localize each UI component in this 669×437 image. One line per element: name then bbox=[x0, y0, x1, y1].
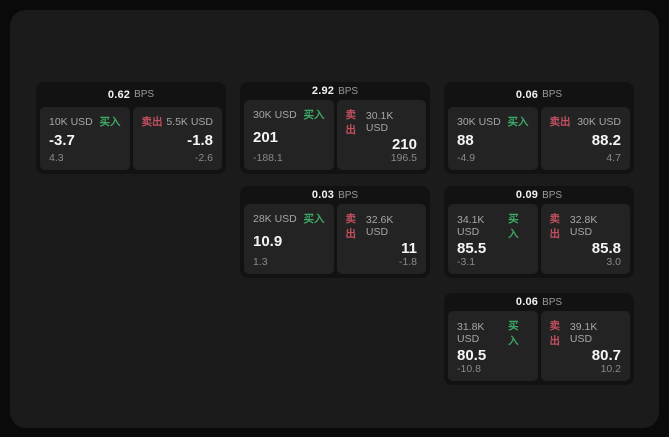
buy-delta: -3.1 bbox=[457, 256, 476, 268]
buy-amount: 30K USD bbox=[457, 115, 501, 128]
sell-amount: 32.8K USD bbox=[569, 214, 598, 238]
quotes-panel: 0.62 BPS 10K USD 买入 -3.7 4.3 卖出 5.5K USD… bbox=[10, 10, 659, 428]
sell-delta: 10.2 bbox=[600, 363, 621, 375]
buy-tag: 买入 bbox=[303, 109, 325, 121]
buy-price: 80.5 bbox=[457, 347, 487, 364]
spread-header: 2.92 BPS bbox=[244, 82, 426, 100]
buy-amount: 28K USD bbox=[253, 212, 297, 225]
sell-pane[interactable]: 卖出 5.5K USD -1.8 -2.6 bbox=[132, 107, 222, 170]
sell-price: 85.8 bbox=[591, 240, 621, 257]
sell-delta: 4.7 bbox=[606, 152, 621, 164]
spread-unit-label: BPS bbox=[542, 296, 563, 308]
spread-value: 0.06 bbox=[515, 296, 539, 308]
buy-tag: 买入 bbox=[508, 320, 519, 347]
sell-price: 11 bbox=[401, 240, 417, 257]
spread-header: 0.03 BPS bbox=[244, 186, 426, 204]
spread-value: 2.92 bbox=[311, 85, 335, 97]
sell-pane[interactable]: 卖出 32.6K USD 11 -1.8 bbox=[336, 204, 426, 274]
sell-pane[interactable]: 卖出 32.8K USD 85.8 3.0 bbox=[540, 204, 630, 274]
spread-value: 0.62 bbox=[107, 88, 131, 101]
quote-card: 0.09 BPS 34.1K USD 买入 85.5 -3.1 卖出 32.8K… bbox=[444, 186, 634, 278]
buy-tag: 买入 bbox=[508, 213, 519, 240]
spread-unit-label: BPS bbox=[338, 85, 359, 97]
sell-tag: 卖出 bbox=[141, 116, 163, 128]
spread-unit-label: BPS bbox=[134, 89, 155, 100]
buy-pane[interactable]: 31.8K USD 买入 80.5 -10.8 bbox=[448, 311, 538, 381]
buy-price: -3.7 bbox=[49, 132, 75, 149]
buy-amount: 10K USD bbox=[49, 115, 93, 128]
buy-price: 85.5 bbox=[457, 240, 487, 257]
sell-price: 88.2 bbox=[591, 132, 621, 149]
spread-header: 0.06 BPS bbox=[448, 82, 630, 107]
sell-tag: 卖出 bbox=[549, 320, 561, 347]
sell-amount: 30.1K USD bbox=[365, 110, 394, 134]
spread-header: 0.62 BPS bbox=[40, 82, 222, 107]
sell-pane[interactable]: 卖出 30K USD 88.2 4.7 bbox=[540, 107, 630, 170]
sell-delta: -1.8 bbox=[398, 256, 417, 268]
spread-unit-label: BPS bbox=[338, 189, 359, 201]
buy-pane[interactable]: 34.1K USD 买入 85.5 -3.1 bbox=[448, 204, 538, 274]
buy-price: 10.9 bbox=[253, 232, 283, 250]
buy-pane[interactable]: 30K USD 买入 201 -188.1 bbox=[244, 100, 334, 170]
sell-tag: 卖出 bbox=[345, 109, 357, 136]
spread-value: 0.03 bbox=[311, 189, 335, 201]
sell-delta: 3.0 bbox=[606, 256, 621, 268]
sell-tag: 卖出 bbox=[549, 116, 571, 128]
sell-price: 80.7 bbox=[591, 347, 621, 364]
sell-delta: 196.5 bbox=[390, 152, 417, 164]
buy-tag: 买入 bbox=[303, 213, 325, 225]
buy-pane[interactable]: 10K USD 买入 -3.7 4.3 bbox=[40, 107, 130, 170]
buy-delta: -4.9 bbox=[457, 152, 476, 164]
quote-card: 0.62 BPS 10K USD 买入 -3.7 4.3 卖出 5.5K USD… bbox=[36, 82, 226, 174]
spread-unit-label: BPS bbox=[542, 89, 563, 100]
sell-pane[interactable]: 卖出 30.1K USD 210 196.5 bbox=[336, 100, 426, 170]
sell-delta: -2.6 bbox=[194, 152, 213, 164]
spread-header: 0.06 BPS bbox=[448, 293, 630, 311]
spread-value: 0.09 bbox=[515, 189, 539, 201]
sell-tag: 卖出 bbox=[549, 213, 561, 240]
sell-pane[interactable]: 卖出 39.1K USD 80.7 10.2 bbox=[540, 311, 630, 381]
buy-amount: 30K USD bbox=[253, 108, 297, 121]
buy-price: 201 bbox=[253, 128, 279, 146]
buy-amount: 34.1K USD bbox=[457, 214, 485, 238]
sell-amount: 30K USD bbox=[577, 115, 621, 128]
sell-amount: 32.6K USD bbox=[365, 214, 394, 238]
sell-tag: 卖出 bbox=[345, 213, 357, 240]
buy-pane[interactable]: 30K USD 买入 88 -4.9 bbox=[448, 107, 538, 170]
sell-price: 210 bbox=[391, 136, 417, 153]
buy-amount: 31.8K USD bbox=[457, 321, 485, 345]
buy-tag: 买入 bbox=[99, 116, 121, 128]
buy-delta: 1.3 bbox=[253, 256, 268, 268]
buy-delta: -188.1 bbox=[253, 152, 283, 164]
sell-amount: 5.5K USD bbox=[166, 115, 213, 128]
buy-delta: 4.3 bbox=[49, 152, 64, 164]
sell-price: -1.8 bbox=[187, 132, 213, 149]
quote-card: 0.06 BPS 30K USD 买入 88 -4.9 卖出 30K USD 8… bbox=[444, 82, 634, 174]
buy-delta: -10.8 bbox=[457, 363, 481, 375]
spread-header: 0.09 BPS bbox=[448, 186, 630, 204]
sell-amount: 39.1K USD bbox=[569, 321, 598, 345]
buy-price: 88 bbox=[457, 132, 474, 149]
quote-card: 0.06 BPS 31.8K USD 买入 80.5 -10.8 卖出 39.1… bbox=[444, 293, 634, 385]
spread-value: 0.06 bbox=[515, 88, 539, 101]
spread-unit-label: BPS bbox=[542, 189, 563, 201]
quote-card: 2.92 BPS 30K USD 买入 201 -188.1 卖出 30.1K … bbox=[240, 82, 430, 174]
quote-card: 0.03 BPS 28K USD 买入 10.9 1.3 卖出 32.6K US… bbox=[240, 186, 430, 278]
buy-tag: 买入 bbox=[507, 116, 529, 128]
buy-pane[interactable]: 28K USD 买入 10.9 1.3 bbox=[244, 204, 334, 274]
